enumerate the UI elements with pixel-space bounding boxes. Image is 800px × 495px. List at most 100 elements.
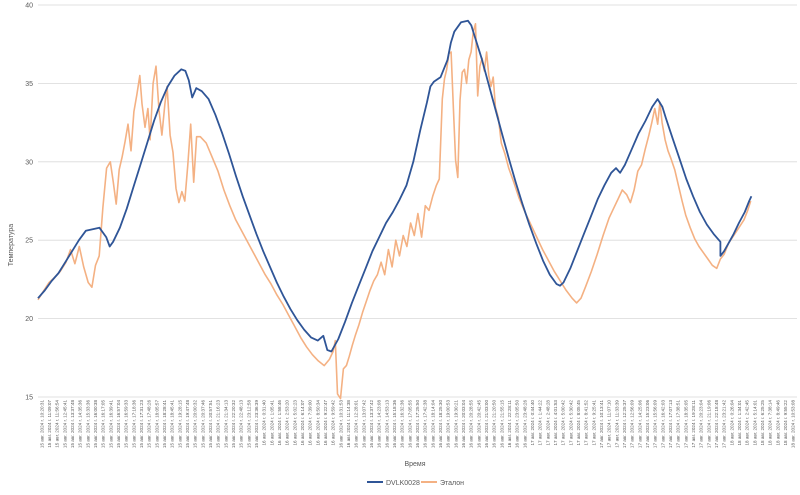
x-tick-label: 17 авг. 2024 г. 18:35:05: [683, 400, 688, 449]
x-tick-label: 17 авг. 2024 г. 2:48:28: [545, 400, 550, 446]
x-tick-label: 16 авг. 2024 г. 14:23:08: [377, 400, 382, 449]
x-tick-label: 16 авг. 2024 г. 10:31:53: [338, 400, 343, 449]
y-tick-label: 25: [25, 238, 33, 245]
x-tick-label: 16 авг. 2024 г. 1:05:41: [269, 400, 274, 446]
x-tick-label: 17 авг. 2024 г. 16:42:03: [660, 400, 665, 449]
x-tick-label: 16 авг. 2024 г. 22:28:11: [507, 400, 512, 448]
x-tick-label: 17 авг. 2024 г. 8:41:52: [584, 400, 589, 446]
x-tick-label: 16 авг. 2024 г. 20:03:04: [461, 400, 466, 449]
x-tick-label: 16 авг. 2024 г. 2:53:20: [285, 400, 290, 446]
x-tick-label: 16 авг. 2024 г. 13:07:42: [361, 400, 366, 449]
x-tick-label: 16 авг. 2024 г. 17:42:38: [423, 400, 428, 449]
x-tick-label: 17 авг. 2024 г. 11:07:10: [607, 400, 612, 448]
y-tick-label: 20: [25, 316, 33, 323]
x-tick-label: 15 авг. 2024 г. 16:59:33: [124, 400, 129, 449]
x-tick-label: 17 авг. 2024 г. 8:05:45: [576, 400, 581, 446]
x-tick-label: 18 авг. 2024 г. 10:53:08: [791, 400, 796, 449]
x-tick-label: 16 авг. 2024 г. 11:14:38: [346, 400, 351, 448]
x-tick-label: 16 авг. 2024 г. 13:37:42: [369, 400, 374, 449]
x-tick-label: 18 авг. 2024 г. 7:38:14: [768, 400, 773, 446]
x-tick-label: 17 авг. 2024 г. 5:30:42: [568, 400, 573, 446]
x-tick-label: 17 авг. 2024 г. 10:13:41: [599, 400, 604, 449]
x-tick-label: 15 авг. 2024 г. 21:16:23: [216, 400, 221, 449]
x-tick-label: 18 авг. 2024 г. 2:42:45: [745, 400, 750, 446]
gridlines: [38, 4, 797, 398]
x-tick-label: 16 авг. 2024 г. 8:50:34: [315, 400, 320, 446]
x-tick-label: 16 авг. 2024 г. 19:30:21: [453, 400, 458, 449]
x-tick-label: 15 авг. 2024 г. 20:57:51: [208, 400, 213, 449]
x-tick-label: 15 авг. 2024 г. 23:12:58: [246, 400, 251, 449]
y-tick-labels: 15 20 25 30 35 40: [25, 3, 33, 402]
x-tick-label: 16 авг. 2024 г. 21:20:50: [492, 400, 497, 449]
x-tick-label: 17 авг. 2024 г. 1:44:22: [538, 400, 543, 446]
x-tick-label: 17 авг. 2024 г. 19:28:11: [691, 400, 696, 448]
x-tick-label: 15 авг. 2024 г. 17:18:36: [131, 400, 136, 449]
x-tick-label: 16 авг. 2024 г. 18:14:04: [430, 400, 435, 449]
x-tick-label: 17 авг. 2024 г. 17:38:51: [676, 400, 681, 449]
y-tick-label: 15: [25, 395, 33, 402]
x-tick-label: 15 авг. 2024 г. 18:28:41: [162, 400, 167, 449]
x-tick-label: 18 авг. 2024 г. 5:14:01: [752, 400, 757, 446]
x-tick-label: 15 авг. 2024 г. 18:05:57: [154, 400, 159, 449]
x-tick-label: 16 авг. 2024 г. 9:59:42: [331, 400, 336, 446]
x-tick-label: 15 авг. 2024 г. 12:45:41: [62, 400, 67, 449]
x-tick-label: 17 авг. 2024 г. 21:19:06: [706, 400, 711, 449]
x-tick-label: 17 авг. 2024 г. 15:56:09: [653, 400, 658, 449]
x-tick-label: 15 авг. 2024 г. 17:31:23: [139, 400, 144, 449]
x-tick-label: 16 авг. 2024 г. 21:55:15: [499, 400, 504, 449]
x-tick-label: 15 авг. 2024 г. 20:00:32: [193, 400, 198, 449]
x-tick-label: 16 авг. 2024 г. 12:28:01: [354, 400, 359, 449]
x-tick-label: 15 авг. 2024 г. 19:47:48: [185, 400, 190, 449]
x-axis-label: Время: [404, 461, 425, 468]
series-line-dvlk0028: [37, 19, 753, 353]
x-tick-label: 15 авг. 2024 г. 16:17:05: [101, 400, 106, 449]
series-line-etalon: [37, 23, 752, 400]
x-tick-label: 15 авг. 2024 г. 22:20:32: [231, 400, 236, 449]
x-tick-label: 15 авг. 2024 г. 16:00:38: [93, 400, 98, 449]
x-tick-label: 18 авг. 2024 г. 0:26:04: [729, 400, 734, 446]
x-tick-label: 16 авг. 2024 г. 9:22:47: [323, 400, 328, 446]
x-tick-label: 18 авг. 2024 г. 6:25:25: [760, 400, 765, 446]
x-tick-label: 18 авг. 2024 г. 9:55:22: [783, 400, 788, 446]
x-tick-label: 15 авг. 2024 г. 18:45:41: [170, 400, 175, 449]
x-tick-label: 18 авг. 2024 г. 1:34:01: [737, 400, 742, 446]
x-tick-label: 17 авг. 2024 г. 4:01:53: [553, 400, 558, 446]
x-tick-label: 16 авг. 2024 г. 20:42:45: [476, 400, 481, 449]
x-tick-label: 16 авг. 2024 г. 5:02:23: [292, 400, 297, 446]
x-tick-label: 17 авг. 2024 г. 14:25:06: [637, 400, 642, 449]
x-tick-label: 17 авг. 2024 г. 23:21:42: [722, 400, 727, 449]
x-tick-label: 17 авг. 2024 г. 9:25:41: [591, 400, 596, 446]
x-tick-label: 16 авг. 2024 г. 14:53:13: [384, 400, 389, 449]
x-tick-label: 16 авг. 2024 г. 17:05:55: [407, 400, 412, 449]
x-tick-label: 17 авг. 2024 г. 12:56:09: [630, 400, 635, 449]
x-tick-label: 15 авг. 2024 г. 22:48:13: [239, 400, 244, 449]
x-tick-label: 16 авг. 2024 г. 23:05:50: [515, 400, 520, 449]
x-tick-label: 16 авг. 2024 г. 6:14:07: [300, 400, 305, 446]
x-tick-label: 15 авг. 2024 г. 16:57:04: [116, 400, 121, 449]
x-tick-label: 16 авг. 2024 г. 19:00:53: [446, 400, 451, 449]
legend: DVLK0028 Эталон: [367, 480, 464, 487]
x-tick-label: 15 авг. 2024 г. 10:20:31: [39, 400, 44, 449]
x-tick-label: 17 авг. 2024 г. 22:18:48: [714, 400, 719, 449]
y-axis-label: Температура: [8, 224, 15, 267]
x-tick-label: 15 авг. 2024 г. 17:48:26: [147, 400, 152, 449]
x-tick-label: 16 авг. 2024 г. 21:03:00: [484, 400, 489, 449]
x-tick-label: 17 авг. 2024 г. 12:25:37: [622, 400, 627, 449]
x-tick-label: 15 авг. 2024 г. 11:09:07: [47, 400, 52, 448]
x-tick-label: 16 авг. 2024 г. 23:48:26: [522, 400, 527, 449]
x-tick-label: 16 авг. 2024 г. 18:25:30: [438, 400, 443, 449]
x-tick-label: 17 авг. 2024 г. 11:33:39: [614, 400, 619, 448]
x-tick-label: 16 авг. 2024 г. 17:25:50: [415, 400, 420, 449]
y-tick-label: 35: [25, 81, 33, 88]
x-tick-label: 15 авг. 2024 г. 15:33:36: [85, 400, 90, 449]
x-tick-label: 15 авг. 2024 г. 20:37:46: [200, 400, 205, 449]
x-tick-label: 15 авг. 2024 г. 14:35:36: [78, 400, 83, 449]
x-tick-label: 15 авг. 2024 г. 21:34:13: [223, 400, 228, 449]
x-tick-label: 16 авг. 2024 г. 15:18:36: [392, 400, 397, 449]
x-tick-label: 15 авг. 2024 г. 23:36:39: [254, 400, 259, 449]
x-tick-label: 15 авг. 2024 г. 11:56:54: [55, 400, 60, 448]
x-tick-label: 18 авг. 2024 г. 8:49:46: [775, 400, 780, 446]
x-tick-label: 16 авг. 2024 г. 20:28:55: [469, 400, 474, 449]
